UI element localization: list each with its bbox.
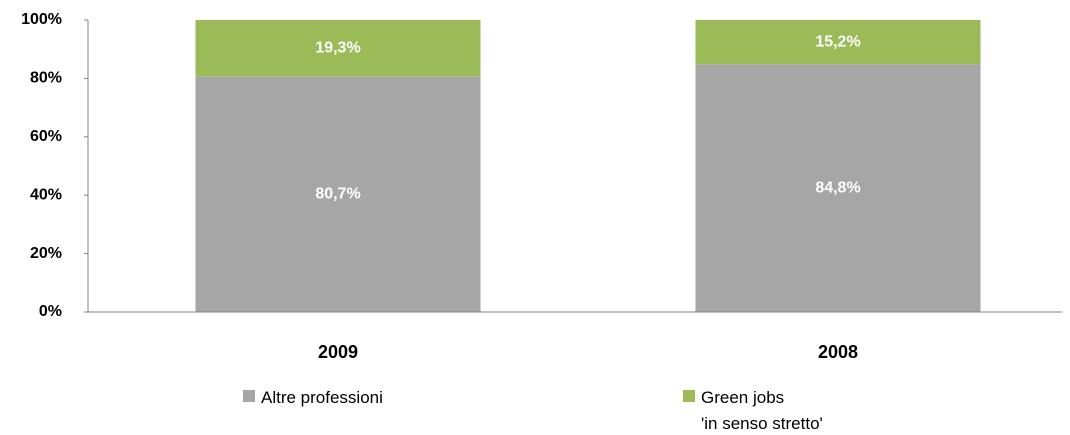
y-tick-label: 100% [21,11,62,28]
y-tick-label: 40% [30,186,62,203]
legend-label: Green jobs 'in senso stretto' [701,388,823,433]
legend-item: Green jobs 'in senso stretto' [683,385,823,435]
bar-segment [195,20,481,77]
legend-swatch [243,390,255,402]
bar-segment [695,20,981,65]
x-tick-label: 2009 [318,342,358,362]
y-tick-label: 20% [30,245,62,262]
legend-swatch [683,390,695,402]
value-label: 19,3% [315,39,360,56]
value-label: 15,2% [815,33,860,50]
legend-item: Altre professioni [243,385,383,411]
y-tick-label: 60% [30,128,62,145]
bar-segment [695,64,981,312]
value-label: 84,8% [815,179,860,196]
value-label: 80,7% [315,185,360,202]
y-tick-label: 0% [39,303,62,320]
y-tick-label: 80% [30,70,62,87]
x-tick-label: 2008 [818,342,858,362]
legend-label: Altre professioni [261,388,383,407]
bar-segment [195,76,481,312]
